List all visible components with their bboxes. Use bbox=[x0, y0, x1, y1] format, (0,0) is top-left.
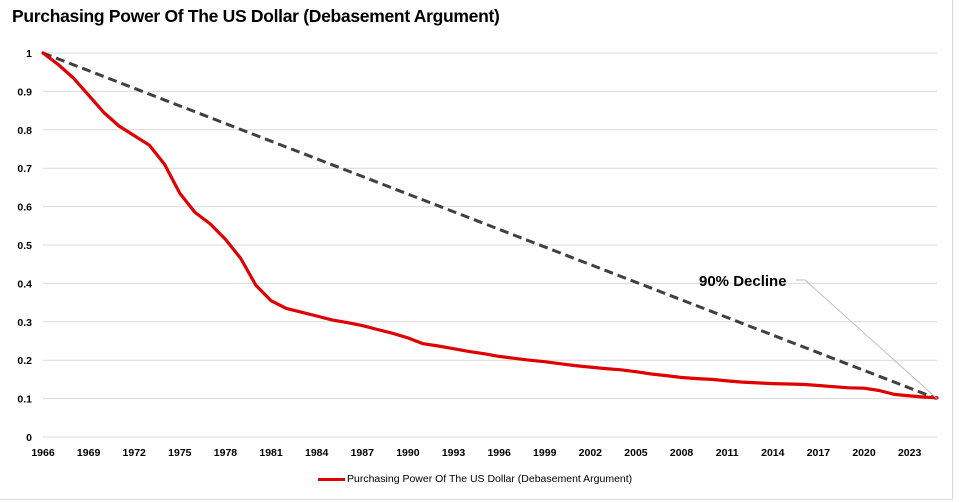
x-tick-label: 2017 bbox=[807, 447, 831, 459]
x-tick-label: 1969 bbox=[77, 447, 101, 459]
x-tick-label: 1996 bbox=[487, 447, 511, 459]
decline-trend-line bbox=[42, 51, 938, 400]
x-tick-label: 1987 bbox=[351, 447, 375, 459]
purchasing-power-line bbox=[41, 51, 939, 400]
x-tick-label: 2020 bbox=[852, 447, 876, 459]
y-tick-label: 1 bbox=[26, 48, 32, 60]
series-lines bbox=[41, 51, 939, 400]
x-tick-label: 2005 bbox=[624, 447, 648, 459]
y-tick-label: 0.4 bbox=[17, 278, 32, 290]
x-tick-label: 1984 bbox=[305, 447, 329, 459]
legend-swatch bbox=[318, 477, 345, 481]
y-tick-label: 0 bbox=[26, 432, 32, 444]
y-tick-label: 0.6 bbox=[17, 202, 32, 214]
x-tick-label: 1993 bbox=[442, 447, 466, 459]
y-axis-ticks: 0 0.1 0.2 0.3 0.4 0.5 0.6 0.7 0.8 0.9 1 bbox=[17, 48, 32, 444]
annotations: 90% Decline bbox=[699, 273, 938, 399]
x-tick-label: 2008 bbox=[670, 447, 694, 459]
legend-label: Purchasing Power Of The US Dollar (Debas… bbox=[347, 473, 633, 485]
x-tick-label: 1990 bbox=[396, 447, 420, 459]
x-tick-label: 1999 bbox=[533, 447, 557, 459]
y-tick-label: 0.8 bbox=[17, 125, 32, 137]
x-tick-label: 1981 bbox=[259, 447, 283, 459]
annotation-label: 90% Decline bbox=[699, 273, 787, 290]
chart-title: Purchasing Power Of The US Dollar (Debas… bbox=[12, 6, 500, 26]
annotation-leader-line bbox=[796, 279, 938, 399]
y-tick-label: 0.7 bbox=[17, 163, 32, 175]
x-tick-label: 2023 bbox=[898, 447, 922, 459]
legend: Purchasing Power Of The US Dollar (Debas… bbox=[318, 473, 632, 485]
x-tick-label: 1978 bbox=[214, 447, 238, 459]
x-tick-label: 2014 bbox=[761, 447, 785, 459]
y-tick-label: 0.2 bbox=[17, 355, 32, 367]
y-tick-label: 0.5 bbox=[17, 240, 32, 252]
x-tick-label: 2002 bbox=[579, 447, 603, 459]
y-tick-label: 0.3 bbox=[17, 317, 32, 329]
y-tick-label: 0.1 bbox=[17, 394, 32, 406]
x-tick-label: 1966 bbox=[31, 447, 55, 459]
x-axis-ticks: 1966 1969 1972 1975 1978 1981 1984 1987 1990 1993… bbox=[31, 447, 921, 459]
x-tick-label: 2011 bbox=[716, 447, 739, 459]
x-tick-label: 1972 bbox=[123, 447, 147, 459]
y-tick-label: 0.9 bbox=[17, 86, 32, 98]
gridlines bbox=[43, 52, 937, 438]
x-tick-label: 1975 bbox=[168, 447, 192, 459]
